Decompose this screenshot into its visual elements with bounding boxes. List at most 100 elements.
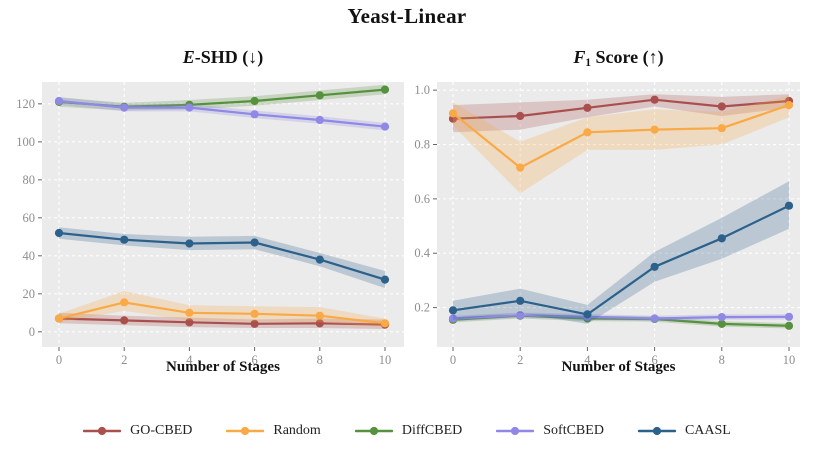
- data-point: [583, 128, 592, 137]
- plot-area: [437, 82, 800, 347]
- x-tick-label: 6: [651, 353, 657, 367]
- confidence-band: [453, 181, 789, 324]
- y-tick-label: 0.2: [414, 301, 430, 315]
- panel-title-f1-letter: F: [573, 47, 586, 67]
- data-point: [784, 321, 794, 330]
- data-point: [380, 85, 390, 94]
- series-line: [57, 301, 387, 325]
- gridlines: [437, 82, 800, 347]
- y-tick-label: 0.8: [414, 138, 430, 152]
- series-random: [448, 95, 794, 194]
- data-point: [784, 201, 794, 210]
- data-point: [185, 318, 194, 327]
- confidence-band: [59, 227, 385, 289]
- series-line: [57, 317, 387, 326]
- legend-line-marker-icon: [637, 426, 676, 436]
- data-point: [250, 110, 259, 119]
- legend-item-caasl: CAASL: [637, 423, 731, 439]
- legend-item-diffcbed: DiffCBED: [354, 423, 463, 439]
- data-point: [250, 309, 259, 318]
- chart-f1-score: 0 2 4 6 8 10 0.2 0.4 0.6 0.8 1.0: [414, 82, 800, 367]
- data-point: [380, 275, 390, 284]
- y-tick-label: 0: [29, 325, 35, 339]
- xlabel-eshd: Number of Stages: [166, 359, 280, 375]
- legend-line-marker-icon: [226, 426, 265, 436]
- legend-label: SoftCBED: [543, 423, 604, 438]
- x-tick-label: 0: [450, 353, 456, 367]
- y-tick-label: 1.0: [414, 83, 430, 97]
- data-point: [250, 96, 259, 106]
- figure-title: Yeast-Linear: [347, 4, 467, 28]
- legend-label: CAASL: [684, 423, 731, 438]
- x-tick-label: 10: [783, 353, 796, 367]
- data-point: [717, 102, 726, 111]
- legend-line-marker-icon: [496, 426, 535, 436]
- data-point: [650, 125, 659, 134]
- legend-label: Random: [273, 423, 321, 438]
- panel-title-eshd-rest: -SHD (↓): [194, 47, 264, 67]
- legend-item-softcbed: SoftCBED: [496, 423, 604, 439]
- x-tick-label: 8: [719, 353, 725, 367]
- series-line: [451, 104, 791, 169]
- data-point: [185, 308, 194, 317]
- series-softcbed: [54, 96, 390, 131]
- series-line: [451, 204, 791, 316]
- confidence-band: [59, 312, 385, 329]
- data-point: [717, 319, 726, 328]
- panel-title-f1-sub: 1: [585, 56, 591, 69]
- y-tick-label: 100: [16, 135, 35, 149]
- confidence-band: [453, 95, 789, 194]
- legend-label: GO-CBED: [130, 423, 193, 438]
- data-point: [250, 319, 259, 328]
- data-point: [583, 103, 592, 112]
- x-tick-label: 10: [379, 353, 392, 367]
- data-point: [448, 314, 458, 323]
- series-random: [54, 291, 390, 328]
- series-line: [57, 231, 387, 281]
- data-point: [120, 103, 129, 112]
- series-line: [451, 314, 791, 320]
- data-point: [717, 124, 726, 133]
- series-line: [451, 98, 791, 120]
- y-tick-label: 80: [23, 173, 36, 187]
- xlabel-f1: Number of Stages: [561, 359, 676, 375]
- data-point: [54, 96, 64, 106]
- data-point: [54, 314, 64, 323]
- confidence-band: [59, 97, 385, 131]
- data-point: [315, 91, 324, 100]
- legend-item-random: Random: [226, 423, 321, 439]
- series-caasl: [54, 227, 390, 289]
- data-point: [784, 312, 794, 321]
- data-point: [650, 262, 659, 271]
- data-point: [315, 319, 324, 328]
- data-point: [448, 306, 458, 315]
- x-tick-label: 6: [251, 353, 257, 367]
- x-tick-label: 4: [186, 353, 193, 367]
- y-tick-label: 0.6: [414, 192, 430, 206]
- series-softcbed: [448, 311, 794, 323]
- data-point: [380, 122, 390, 131]
- data-point: [650, 314, 659, 323]
- panel-title-f1-rest: Score (↑): [590, 47, 664, 67]
- data-point: [315, 255, 324, 264]
- y-tick-label: 40: [23, 249, 36, 263]
- y-tick-label: 120: [16, 97, 35, 111]
- legend-line-marker-icon: [354, 426, 393, 436]
- data-point: [185, 103, 194, 112]
- x-tick-label: 0: [56, 353, 62, 367]
- legend-label: DiffCBED: [401, 423, 463, 438]
- plot-area: [42, 82, 404, 347]
- series-go-cbed: [448, 94, 794, 133]
- panel-title-eshd: E-SHD (↓): [42, 47, 404, 69]
- data-point: [516, 163, 525, 172]
- data-point: [717, 234, 726, 243]
- legend-item-go-cbed: GO-CBED: [83, 423, 192, 439]
- data-point: [315, 311, 324, 320]
- panel-title-f1: F1 Score (↑): [437, 47, 800, 69]
- data-point: [448, 109, 458, 118]
- x-tick-label: 4: [584, 353, 591, 367]
- data-point: [380, 319, 390, 328]
